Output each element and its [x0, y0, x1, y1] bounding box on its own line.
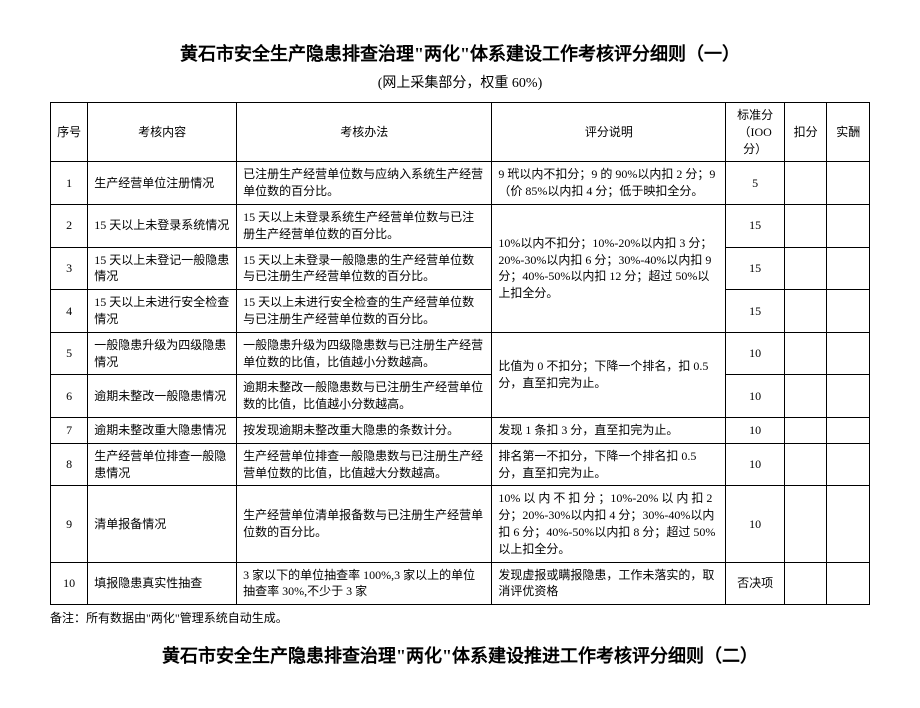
cell-deduct [784, 204, 827, 247]
table-row: 9 清单报备情况 生产经营单位清单报备数与已注册生产经营单位数的百分比。 10%… [51, 486, 870, 562]
cell-score-desc: 排名第一不扣分，下降一个排名扣 0.5 分，直至扣完为止。 [492, 443, 726, 486]
header-content: 考核内容 [88, 103, 237, 162]
cell-score-desc: 发现 1 条扣 3 分，直至扣完为止。 [492, 417, 726, 443]
cell-method: 生产经营单位排查一般隐患数与已注册生产经营单位数的比值，比值越大分数越高。 [237, 443, 492, 486]
cell-method: 按发现逾期未整改重大隐患的条数计分。 [237, 417, 492, 443]
cell-std: 10 [726, 417, 785, 443]
cell-content: 一般隐患升级为四级隐患情况 [88, 332, 237, 375]
header-seq: 序号 [51, 103, 88, 162]
header-actual: 实酬 [827, 103, 870, 162]
cell-content: 清单报备情况 [88, 486, 237, 562]
cell-seq: 8 [51, 443, 88, 486]
cell-std: 10 [726, 443, 785, 486]
header-deduct: 扣分 [784, 103, 827, 162]
cell-deduct [784, 443, 827, 486]
cell-std: 否决项 [726, 562, 785, 605]
cell-content: 逾期未整改重大隐患情况 [88, 417, 237, 443]
cell-content: 生产经营单位排查一般隐患情况 [88, 443, 237, 486]
cell-deduct [784, 562, 827, 605]
main-title-2: 黄石市安全生产隐患排查治理"两化"体系建设推进工作考核评分细则（二） [50, 642, 870, 668]
cell-method: 15 天以上未登录一般隐患的生产经营单位数与已注册生产经营单位数的百分比。 [237, 247, 492, 290]
header-method: 考核办法 [237, 103, 492, 162]
cell-score-desc: 发现虚报或瞒报隐患，工作未落实的，取消评优资格 [492, 562, 726, 605]
cell-method: 3 家以下的单位抽查率 100%,3 家以上的单位抽查率 30%,不少于 3 家 [237, 562, 492, 605]
scoring-table: 序号 考核内容 考核办法 评分说明 标准分 （IOO 分） 扣分 实酬 1 生产… [50, 102, 870, 605]
cell-method: 生产经营单位清单报备数与已注册生产经营单位数的百分比。 [237, 486, 492, 562]
cell-actual [827, 417, 870, 443]
cell-deduct [784, 417, 827, 443]
cell-seq: 7 [51, 417, 88, 443]
cell-score-desc-merged: 比值为 0 不扣分；下降一个排名，扣 0.5 分，直至扣完为止。 [492, 332, 726, 417]
cell-seq: 3 [51, 247, 88, 290]
table-row: 10 填报隐患真实性抽查 3 家以下的单位抽查率 100%,3 家以上的单位抽查… [51, 562, 870, 605]
cell-std: 10 [726, 332, 785, 375]
cell-method: 逾期未整改一般隐患数与已注册生产经营单位数的比值，比值越小分数越高。 [237, 375, 492, 418]
table-row: 4 15 天以上未进行安全检查情况 15 天以上未进行安全检查的生产经营单位数与… [51, 290, 870, 333]
cell-actual [827, 162, 870, 205]
cell-actual [827, 290, 870, 333]
cell-method: 一般隐患升级为四级隐患数与已注册生产经营单位数的比值，比值越小分数越高。 [237, 332, 492, 375]
cell-std: 15 [726, 204, 785, 247]
cell-actual [827, 562, 870, 605]
cell-std: 15 [726, 290, 785, 333]
cell-actual [827, 204, 870, 247]
cell-seq: 9 [51, 486, 88, 562]
cell-deduct [784, 375, 827, 418]
cell-score-desc: 10% 以 内 不 扣 分 ；10%-20% 以 内 扣 2 分；20%-30%… [492, 486, 726, 562]
cell-method: 15 天以上未进行安全检查的生产经营单位数与已注册生产经营单位数的百分比。 [237, 290, 492, 333]
table-row: 6 逾期未整改一般隐患情况 逾期未整改一般隐患数与已注册生产经营单位数的比值，比… [51, 375, 870, 418]
cell-content: 15 天以上未登记一般隐患情况 [88, 247, 237, 290]
cell-actual [827, 486, 870, 562]
cell-deduct [784, 486, 827, 562]
cell-content: 填报隐患真实性抽查 [88, 562, 237, 605]
cell-content: 15 天以上未进行安全检查情况 [88, 290, 237, 333]
cell-method: 15 天以上未登录系统生产经营单位数与已注册生产经营单位数的百分比。 [237, 204, 492, 247]
cell-score-desc-merged: 10%以内不扣分；10%-20%以内扣 3 分；20%-30%以内扣 6 分；3… [492, 204, 726, 332]
table-row: 2 15 天以上未登录系统情况 15 天以上未登录系统生产经营单位数与已注册生产… [51, 204, 870, 247]
table-row: 7 逾期未整改重大隐患情况 按发现逾期未整改重大隐患的条数计分。 发现 1 条扣… [51, 417, 870, 443]
cell-actual [827, 375, 870, 418]
cell-actual [827, 247, 870, 290]
table-row: 8 生产经营单位排查一般隐患情况 生产经营单位排查一般隐患数与已注册生产经营单位… [51, 443, 870, 486]
cell-std: 5 [726, 162, 785, 205]
cell-deduct [784, 290, 827, 333]
cell-seq: 4 [51, 290, 88, 333]
table-row: 1 生产经营单位注册情况 已注册生产经营单位数与应纳入系统生产经营单位数的百分比… [51, 162, 870, 205]
table-row: 3 15 天以上未登记一般隐患情况 15 天以上未登录一般隐患的生产经营单位数与… [51, 247, 870, 290]
cell-seq: 10 [51, 562, 88, 605]
cell-method: 已注册生产经营单位数与应纳入系统生产经营单位数的百分比。 [237, 162, 492, 205]
cell-seq: 2 [51, 204, 88, 247]
cell-content: 生产经营单位注册情况 [88, 162, 237, 205]
cell-deduct [784, 247, 827, 290]
cell-deduct [784, 332, 827, 375]
subtitle: (网上采集部分，权重 60%) [50, 72, 870, 92]
cell-deduct [784, 162, 827, 205]
main-title-1: 黄石市安全生产隐患排查治理"两化"体系建设工作考核评分细则（一） [50, 40, 870, 66]
footnote: 备注：所有数据由"两化"管理系统自动生成。 [50, 609, 870, 626]
cell-actual [827, 443, 870, 486]
table-row: 5 一般隐患升级为四级隐患情况 一般隐患升级为四级隐患数与已注册生产经营单位数的… [51, 332, 870, 375]
cell-content: 15 天以上未登录系统情况 [88, 204, 237, 247]
cell-seq: 6 [51, 375, 88, 418]
cell-actual [827, 332, 870, 375]
header-std: 标准分 （IOO 分） [726, 103, 785, 162]
header-score-desc: 评分说明 [492, 103, 726, 162]
cell-std: 10 [726, 486, 785, 562]
cell-std: 10 [726, 375, 785, 418]
cell-seq: 5 [51, 332, 88, 375]
cell-std: 15 [726, 247, 785, 290]
cell-score-desc: 9 玳以内不扣分；9 的 90%以内扣 2 分；9（价 85%以内扣 4 分；低… [492, 162, 726, 205]
cell-content: 逾期未整改一般隐患情况 [88, 375, 237, 418]
table-header-row: 序号 考核内容 考核办法 评分说明 标准分 （IOO 分） 扣分 实酬 [51, 103, 870, 162]
cell-seq: 1 [51, 162, 88, 205]
